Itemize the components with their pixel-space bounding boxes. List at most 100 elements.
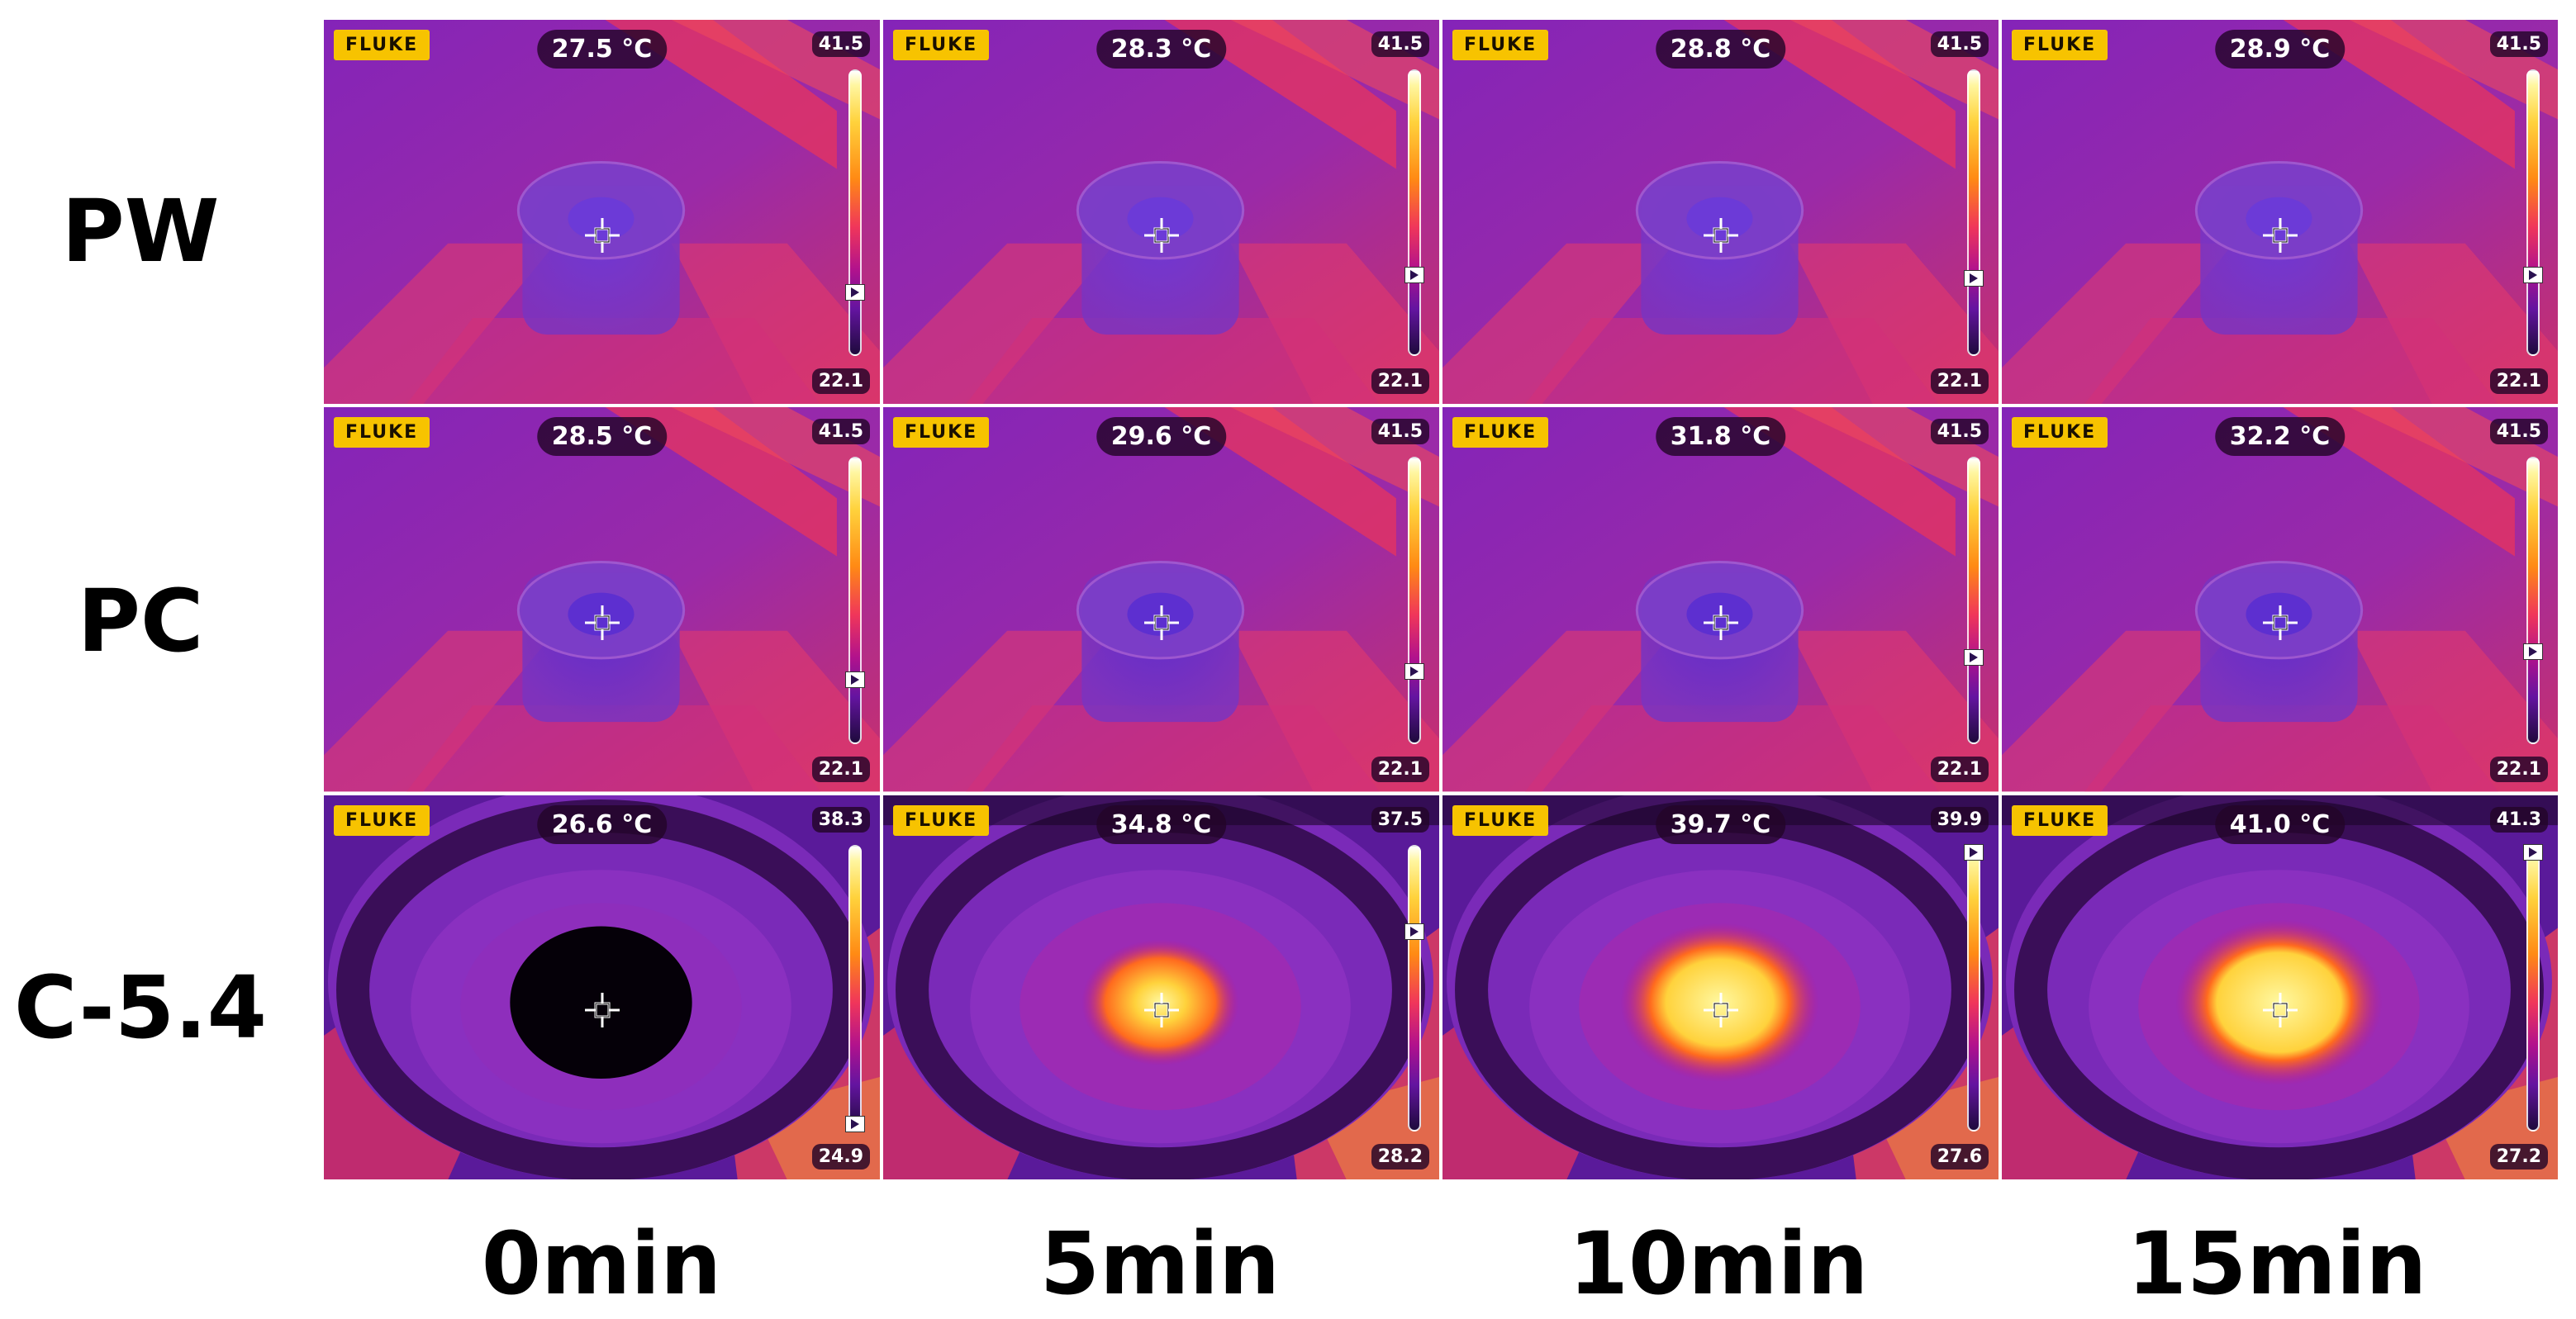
- crosshair-icon: [584, 993, 620, 1028]
- center-temperature: 28.3 °C: [1096, 30, 1227, 69]
- brand-logo: FLUKE: [1452, 417, 1549, 448]
- thermal-image-pc-0: FLUKE 28.5 °C 41.5 22.1: [324, 407, 880, 792]
- scale-max-value: 41.5: [1371, 419, 1429, 445]
- crosshair-icon: [584, 605, 620, 640]
- brand-logo: FLUKE: [893, 417, 990, 448]
- thermal-image-pw-0: FLUKE 27.5 °C 41.5 22.1: [324, 20, 880, 405]
- scale-max-value: 41.5: [1371, 31, 1429, 57]
- scale-level-marker: [2523, 267, 2543, 284]
- thermal-image-c54-2: FLUKE 39.7 °C 39.9 27.6: [1442, 795, 1999, 1179]
- color-scale-bar: [2523, 69, 2543, 357]
- col-label-0min: 0min: [481, 1213, 722, 1314]
- crosshair-icon: [2262, 993, 2298, 1028]
- scale-level-marker: [1404, 662, 1424, 680]
- crosshair-icon: [1143, 993, 1179, 1028]
- scale-level-marker: [845, 283, 865, 301]
- color-scale-bar: [1964, 69, 1984, 357]
- row-label-c54: C-5.4: [13, 957, 268, 1058]
- thermal-scene: [2002, 407, 2558, 792]
- color-scale-bar: [1404, 69, 1424, 357]
- scale-level-marker: [845, 671, 865, 689]
- scale-max-value: 41.5: [811, 31, 870, 57]
- scale-level-marker: [1964, 648, 1984, 666]
- thermal-scene: [1442, 407, 1999, 792]
- thermal-image-pw-1: FLUKE 28.3 °C 41.5 22.1: [883, 20, 1439, 405]
- scale-max-value: 39.9: [1930, 806, 1989, 833]
- color-scale-bar: [1404, 457, 1424, 744]
- brand-logo: FLUKE: [2012, 804, 2108, 836]
- thermal-scene: [2002, 20, 2558, 405]
- scale-min-value: 22.1: [811, 368, 870, 395]
- scale-min-value: 22.1: [1371, 368, 1429, 395]
- thermal-scene: [883, 20, 1439, 405]
- col-label-5min: 5min: [1039, 1213, 1281, 1314]
- scale-level-marker: [2523, 643, 2543, 660]
- color-scale-bar: [845, 69, 865, 357]
- crosshair-icon: [1143, 605, 1179, 640]
- color-scale-bar: [2523, 457, 2543, 744]
- brand-logo: FLUKE: [1452, 804, 1549, 836]
- thermal-scene: [324, 407, 880, 792]
- scale-max-value: 41.3: [2489, 806, 2548, 833]
- thermal-scene: [1442, 795, 1999, 1179]
- scale-min-value: 22.1: [1371, 756, 1429, 782]
- thermal-scene: [883, 795, 1439, 1179]
- color-scale-bar: [845, 844, 865, 1133]
- thermal-image-c54-3: FLUKE 41.0 °C 41.3 27.2: [2002, 795, 2558, 1179]
- center-temperature: 29.6 °C: [1096, 417, 1227, 457]
- scale-level-marker: [845, 1116, 865, 1133]
- thermal-image-c54-1: FLUKE 34.8 °C 37.5 28.2: [883, 795, 1439, 1179]
- scale-min-value: 22.1: [811, 756, 870, 782]
- brand-logo: FLUKE: [2012, 417, 2108, 448]
- crosshair-icon: [584, 217, 620, 253]
- scale-min-value: 28.2: [1371, 1144, 1429, 1170]
- thermal-image-pw-2: FLUKE 28.8 °C 41.5 22.1: [1442, 20, 1999, 405]
- scale-max-value: 41.5: [1930, 419, 1989, 445]
- col-label-15min: 15min: [2127, 1213, 2427, 1314]
- scale-min-value: 22.1: [1930, 756, 1989, 782]
- crosshair-icon: [2262, 217, 2298, 253]
- brand-logo: FLUKE: [334, 30, 430, 60]
- scale-min-value: 27.2: [2489, 1144, 2548, 1170]
- crosshair-icon: [1703, 605, 1738, 640]
- center-temperature: 28.5 °C: [536, 417, 668, 457]
- scale-min-value: 27.6: [1930, 1144, 1989, 1170]
- thermal-scene: [1442, 20, 1999, 405]
- thermal-image-c54-0: FLUKE 26.6 °C 38.3 24.9: [324, 795, 880, 1179]
- color-scale-bar: [1964, 457, 1984, 744]
- brand-logo: FLUKE: [1452, 30, 1549, 60]
- color-scale-bar: [1964, 843, 1984, 1132]
- thermal-scene: [2002, 795, 2558, 1179]
- crosshair-icon: [1703, 993, 1738, 1028]
- col-label-10min: 10min: [1568, 1213, 1869, 1314]
- thermal-image-pc-2: FLUKE 31.8 °C 41.5 22.1: [1442, 407, 1999, 792]
- thermal-scene: [324, 20, 880, 405]
- center-temperature: 34.8 °C: [1096, 804, 1227, 844]
- thermal-image-pc-3: FLUKE 32.2 °C 41.5 22.1: [2002, 407, 2558, 792]
- center-temperature: 26.6 °C: [536, 804, 668, 844]
- center-temperature: 39.7 °C: [1655, 804, 1786, 844]
- scale-max-value: 41.5: [2489, 419, 2548, 445]
- crosshair-icon: [1703, 217, 1738, 253]
- crosshair-icon: [2262, 605, 2298, 640]
- scale-level-marker: [1964, 843, 1984, 861]
- scale-min-value: 22.1: [1930, 368, 1989, 395]
- thermal-scene: [883, 407, 1439, 792]
- center-temperature: 32.2 °C: [2214, 417, 2345, 457]
- center-temperature: 27.5 °C: [536, 30, 668, 69]
- center-temperature: 28.8 °C: [1655, 30, 1786, 69]
- scale-max-value: 38.3: [811, 806, 870, 833]
- thermal-image-pc-1: FLUKE 29.6 °C 41.5 22.1: [883, 407, 1439, 792]
- center-temperature: 28.9 °C: [2214, 30, 2345, 69]
- color-scale-bar: [845, 457, 865, 744]
- center-temperature: 31.8 °C: [1655, 417, 1786, 457]
- scale-max-value: 41.5: [1930, 31, 1989, 57]
- brand-logo: FLUKE: [2012, 30, 2108, 60]
- color-scale-bar: [1404, 844, 1424, 1132]
- scale-level-marker: [1404, 267, 1424, 284]
- center-temperature: 41.0 °C: [2214, 804, 2345, 844]
- scale-level-marker: [1964, 269, 1984, 287]
- scale-level-marker: [1404, 923, 1424, 940]
- scale-max-value: 37.5: [1371, 806, 1429, 833]
- scale-min-value: 22.1: [2489, 756, 2548, 782]
